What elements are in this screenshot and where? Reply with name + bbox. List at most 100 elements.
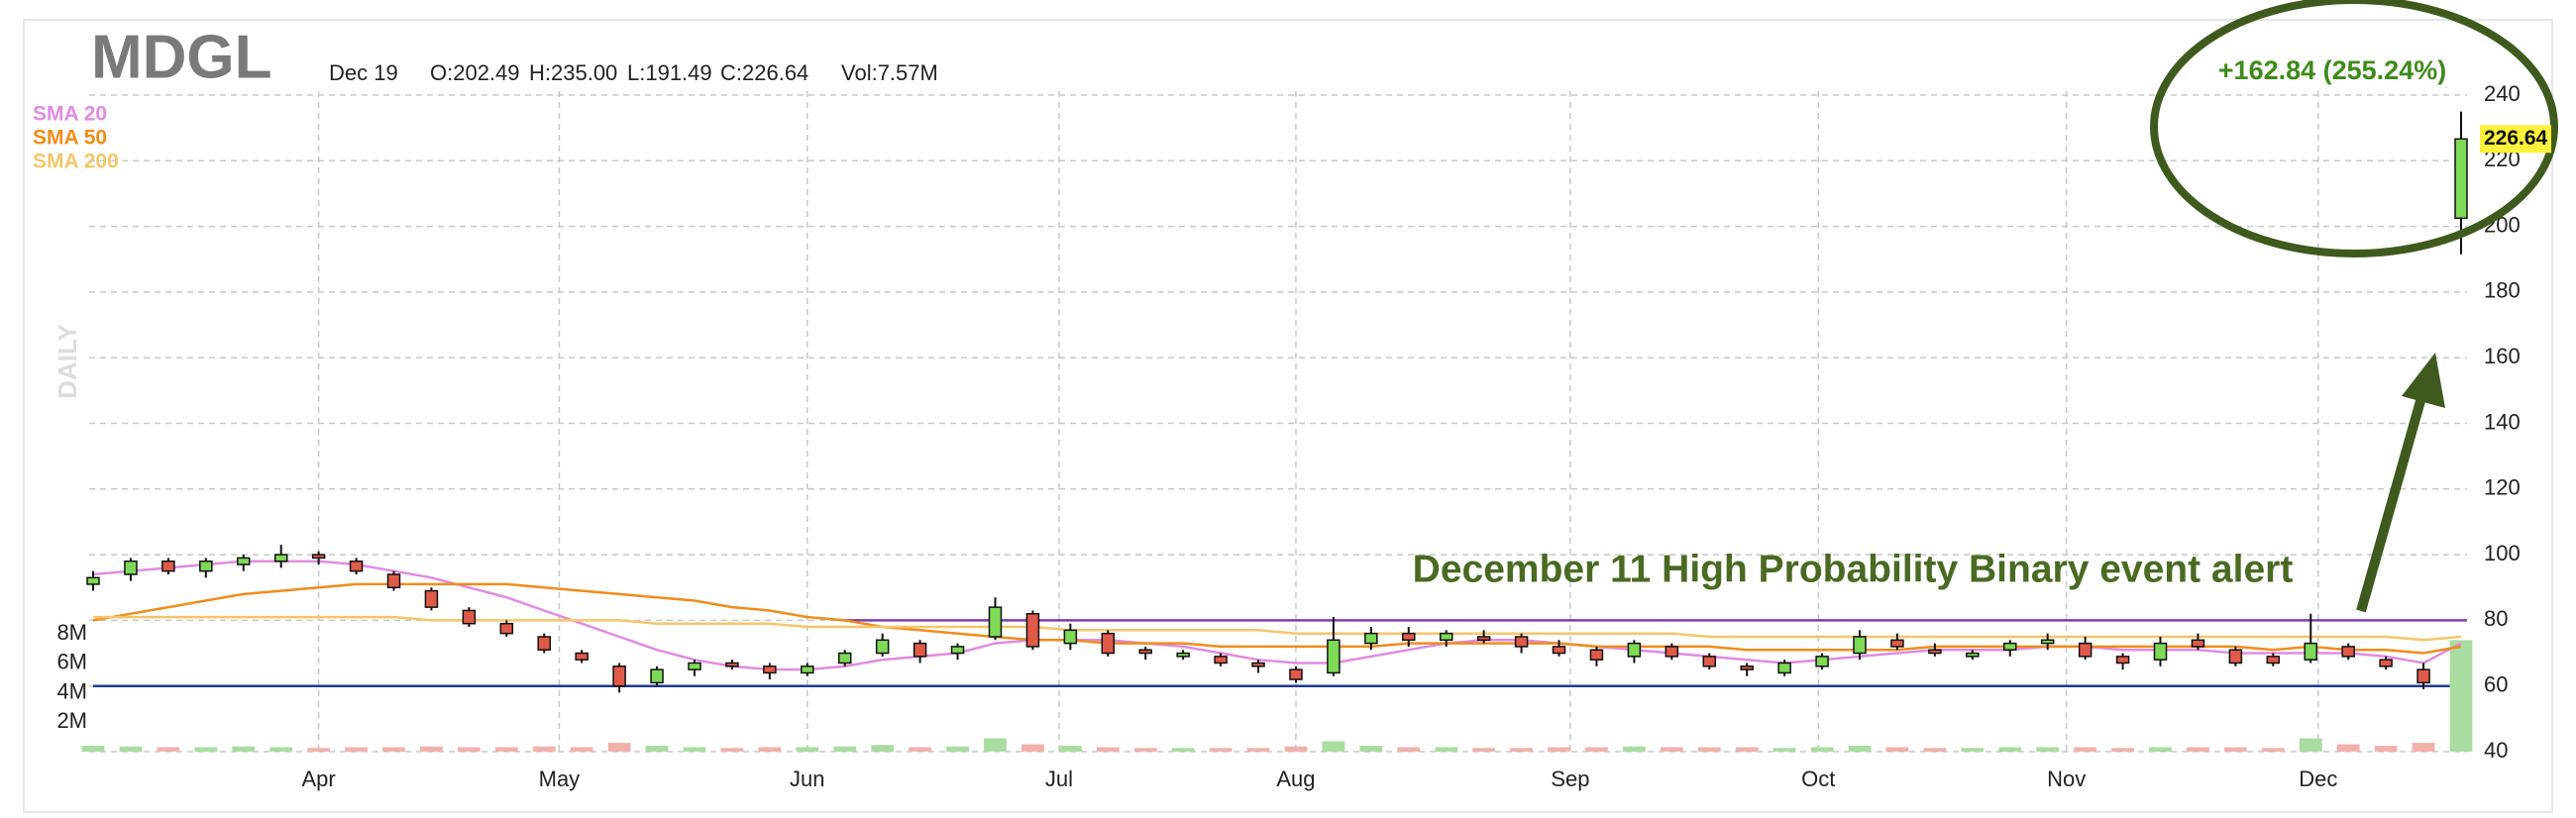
candle-body: [2304, 642, 2318, 661]
volume-bar: [2224, 747, 2247, 752]
volume-bar: [194, 747, 218, 752]
x-tick-label: Apr: [301, 767, 335, 791]
volume-bar: [1209, 748, 1233, 752]
candle-body: [2341, 646, 2355, 658]
volume-bar: [984, 738, 1007, 752]
volume-bar: [645, 746, 669, 752]
volume-bar: [1998, 747, 2022, 752]
volume-bar: [720, 748, 744, 752]
candle-body: [537, 636, 551, 651]
candle-body: [1251, 662, 1265, 667]
volume-bar: [119, 746, 143, 752]
x-tick-label: Nov: [2047, 767, 2086, 791]
candle-body: [875, 639, 890, 655]
volume-bar: [1096, 747, 1120, 752]
y-tick-label: 180: [2484, 278, 2521, 303]
volume-label: Vol:7.57M: [841, 60, 938, 85]
volume-bar: [81, 746, 105, 752]
volume-bar: [420, 746, 443, 752]
volume-tick-label: 4M: [56, 678, 87, 703]
candle-body: [1627, 642, 1642, 658]
candle-body: [2040, 639, 2055, 645]
arrow-head: [2402, 353, 2445, 408]
volume-bar: [1359, 746, 1383, 752]
volume-bar: [1058, 746, 1082, 752]
volume-bar: [607, 743, 631, 752]
volume-bar: [532, 746, 556, 752]
volume-bar: [1885, 747, 1909, 752]
volume-bar: [1246, 748, 1270, 752]
x-tick-label: Jul: [1045, 767, 1073, 791]
candle-body: [988, 606, 1003, 638]
volume-bar: [833, 746, 857, 752]
candle-body: [1101, 632, 1116, 655]
candle-body: [801, 665, 814, 674]
volume-bar: [1585, 747, 1608, 752]
y-tick-label: 60: [2484, 672, 2508, 697]
candle-body: [688, 662, 701, 670]
volume-bar: [457, 747, 481, 752]
volume-bar: [494, 747, 518, 752]
volume-bar: [946, 746, 969, 752]
candle-body: [2228, 649, 2243, 665]
volume-bar: [1133, 748, 1157, 752]
x-tick-label: Oct: [1801, 767, 1835, 791]
x-tick-label: Aug: [1276, 767, 1315, 791]
high-label: H:235.00: [529, 60, 617, 85]
candle-body: [1890, 639, 1904, 648]
volume-bar: [1548, 747, 1570, 752]
volume-bar: [2111, 748, 2134, 752]
candle-body: [1815, 656, 1829, 667]
candle-body: [161, 560, 175, 572]
price-tag: [2480, 125, 2551, 153]
candle-body: [462, 609, 477, 625]
candle-body: [2153, 642, 2168, 661]
candle-body: [1702, 656, 1717, 667]
candle-body: [2191, 639, 2205, 648]
y-tick-label: 140: [2484, 409, 2521, 434]
candle-body: [86, 576, 100, 585]
candle-body: [124, 560, 138, 575]
low-label: L:191.49: [627, 60, 712, 85]
candle-body: [837, 652, 852, 665]
candle-body: [1289, 668, 1303, 680]
volume-bar: [796, 747, 819, 752]
highlight-ellipse: [2150, 0, 2558, 257]
volume-bar: [1435, 747, 1458, 752]
volume-bar: [307, 748, 330, 752]
candle-body: [311, 554, 326, 560]
candle-body: [349, 560, 364, 572]
volume-bar: [758, 747, 782, 752]
y-tick-label: 240: [2484, 81, 2521, 106]
volume-bar: [232, 746, 256, 752]
volume-bar: [2336, 744, 2360, 752]
volume-bar: [157, 747, 180, 752]
candle-body: [1476, 636, 1491, 642]
volume-bar: [1284, 746, 1308, 752]
candle-body: [2078, 642, 2093, 658]
volume-bar: [1660, 747, 1683, 752]
candle-body: [575, 652, 589, 661]
y-tick-label: 120: [2484, 475, 2521, 500]
x-tick-label: Dec: [2299, 767, 2337, 791]
y-tick-label: 80: [2484, 606, 2508, 631]
x-tick-label: Jun: [790, 767, 824, 791]
plot: [81, 111, 2473, 752]
legend-label: SMA 20: [33, 103, 107, 126]
volume-bar: [2449, 640, 2473, 752]
x-tick-label: May: [539, 767, 581, 791]
volume-bar: [1735, 747, 1759, 752]
candle-body: [386, 573, 401, 588]
legend-label: SMA 200: [33, 151, 119, 173]
date-label: Dec 19: [329, 60, 398, 85]
volume-bar: [683, 747, 706, 752]
change-label: +162.84 (255.24%): [2218, 55, 2446, 85]
volume-bar: [1021, 744, 1044, 752]
candle-body: [725, 662, 739, 667]
ticker: MDGL: [91, 23, 272, 91]
candle-body: [273, 554, 288, 562]
candle-body: [650, 668, 664, 684]
y-tick-label: 100: [2484, 541, 2521, 565]
candle-body: [2115, 656, 2130, 665]
